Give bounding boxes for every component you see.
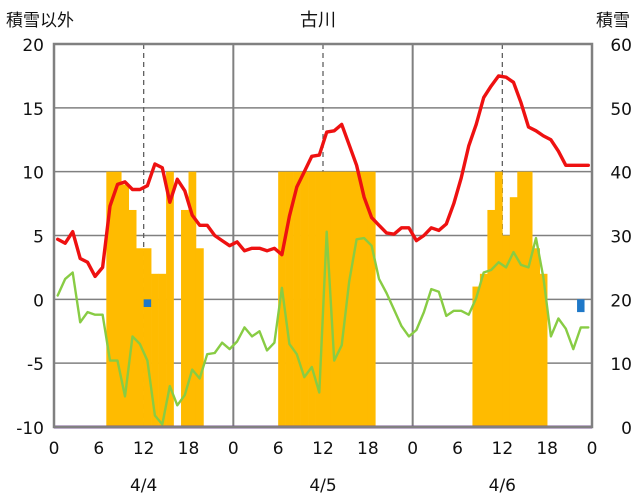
right-axis-label: 積雪 xyxy=(596,11,630,31)
snow-bar xyxy=(532,248,540,427)
snow-bar xyxy=(151,273,159,427)
snow-bar xyxy=(128,209,137,427)
hour-tick-label: 18 xyxy=(357,439,379,459)
hour-tick-label: 6 xyxy=(273,439,284,459)
hour-tick-label: 6 xyxy=(93,439,104,459)
hour-tick-label: 18 xyxy=(536,439,558,459)
snow-bar xyxy=(487,209,496,427)
right-tick-label: 60 xyxy=(610,36,632,56)
snow-bar xyxy=(136,248,144,427)
snow-bar xyxy=(337,171,346,427)
snow-bar xyxy=(509,197,518,427)
snow-bar xyxy=(188,171,197,427)
snow-bar xyxy=(323,171,331,427)
snow-bar xyxy=(106,171,115,427)
left-tick-label: 0 xyxy=(33,291,44,311)
snow-bar xyxy=(315,171,324,427)
right-tick-label: 30 xyxy=(610,228,632,248)
snow-bar xyxy=(367,171,376,427)
hour-tick-label: 12 xyxy=(312,439,334,459)
date-label: 4/4 xyxy=(130,476,157,496)
green-series-line xyxy=(56,230,590,426)
snow-bar xyxy=(479,273,488,427)
snow-bar xyxy=(166,171,174,427)
snow-bar xyxy=(502,235,511,427)
snow-bar xyxy=(113,171,122,427)
left-tick-labels: 20 15 10 5 0 -5 -10 xyxy=(16,36,44,439)
right-tick-label: 20 xyxy=(610,291,632,311)
snow-bar xyxy=(158,273,167,427)
snow-bar xyxy=(360,171,369,427)
snow-bar xyxy=(121,184,130,427)
chart-title: 古川 xyxy=(300,10,336,31)
hour-tick-label: 0 xyxy=(587,439,598,459)
hour-tick-label: 0 xyxy=(49,439,60,459)
date-label: 4/6 xyxy=(489,476,516,496)
snow-bar xyxy=(308,171,316,427)
snow-bar xyxy=(300,171,309,427)
snow-bar xyxy=(517,171,526,427)
date-labels: 4/4 4/5 4/6 xyxy=(130,476,516,496)
negative-bar xyxy=(143,299,152,307)
snow-bar xyxy=(352,171,361,427)
snow-bar xyxy=(539,273,548,427)
right-tick-label: 0 xyxy=(621,419,632,439)
left-tick-label: 10 xyxy=(22,164,44,184)
snow-depth-bars xyxy=(106,171,548,427)
right-tick-label: 10 xyxy=(610,355,632,375)
snow-bar xyxy=(195,248,204,427)
left-tick-label: -5 xyxy=(27,355,44,375)
right-tick-label: 40 xyxy=(610,164,632,184)
hour-tick-label: 0 xyxy=(407,439,418,459)
left-tick-label: 5 xyxy=(33,228,44,248)
plot-frame xyxy=(52,42,594,429)
hour-tick-label: 12 xyxy=(492,439,514,459)
negative-bar xyxy=(577,299,585,313)
snow-bar xyxy=(494,171,503,427)
hour-tick-label: 12 xyxy=(133,439,155,459)
hour-tick-label: 6 xyxy=(452,439,463,459)
snow-bar xyxy=(330,171,339,427)
negative-value-bars xyxy=(143,299,585,313)
hour-tick-label: 18 xyxy=(178,439,200,459)
right-tick-label: 50 xyxy=(610,100,632,120)
hour-tick-label: 0 xyxy=(228,439,239,459)
snow-bar xyxy=(472,286,481,427)
snow-bar xyxy=(524,171,533,427)
left-tick-label: -10 xyxy=(16,419,44,439)
snow-bar xyxy=(293,171,301,427)
right-tick-labels: 60 50 40 30 20 10 0 xyxy=(610,36,632,439)
left-axis-label: 積雪以外 xyxy=(6,11,74,31)
snow-bar xyxy=(143,248,152,427)
left-tick-label: 20 xyxy=(22,36,44,56)
hour-tick-labels: 0 6 12 18 0 6 12 18 0 6 12 18 0 xyxy=(49,439,598,459)
left-tick-label: 15 xyxy=(22,100,44,120)
snow-bar xyxy=(181,209,189,427)
date-label: 4/5 xyxy=(309,476,336,496)
snow-bar xyxy=(345,171,354,427)
red-series-line xyxy=(56,74,590,279)
snow-bar xyxy=(285,171,294,427)
snow-bar xyxy=(278,171,286,427)
